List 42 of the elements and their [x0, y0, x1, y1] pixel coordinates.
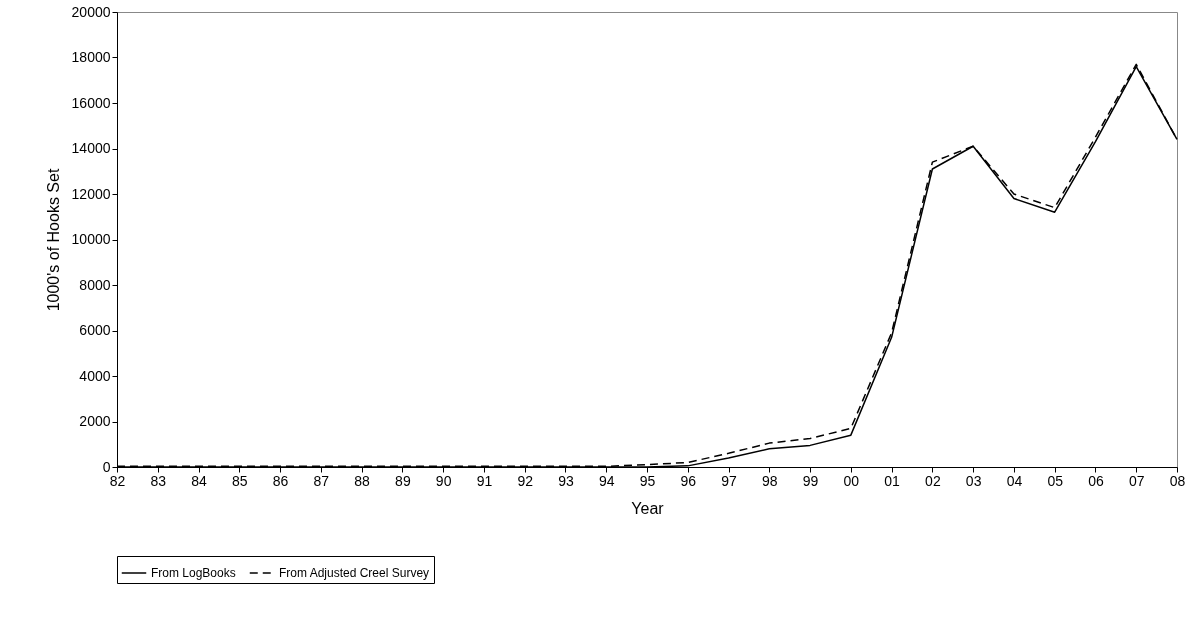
- y-tick-label: 10000: [71, 231, 111, 247]
- x-tick-label: 00: [843, 472, 860, 489]
- x-tick-label: 96: [680, 472, 697, 489]
- x-tick-label: 04: [1006, 472, 1023, 489]
- x-tick-label: 91: [476, 472, 493, 489]
- x-tick-label: 07: [1128, 472, 1145, 489]
- x-tick-label: 08: [1169, 472, 1186, 489]
- legend-label: From Adjusted Creel Survey: [279, 566, 430, 580]
- x-tick-label: 85: [232, 472, 248, 489]
- y-tick-label: 16000: [71, 94, 111, 111]
- x-tick-label: 95: [639, 472, 656, 489]
- x-tick-label: 87: [313, 472, 330, 489]
- y-tick-label: 20000: [71, 3, 111, 20]
- y-tick-label: 8000: [79, 276, 111, 293]
- x-tick-label: 01: [884, 472, 901, 489]
- y-axis-title: 1000's of Hooks Set: [44, 168, 62, 312]
- y-tick-label: 18000: [71, 49, 111, 65]
- x-axis-title: Year: [631, 499, 665, 517]
- y-tick-label: 0: [102, 458, 111, 475]
- x-tick-label: 05: [1047, 472, 1064, 489]
- x-tick-label: 02: [925, 472, 941, 489]
- legend-label: From LogBooks: [151, 566, 236, 580]
- x-tick-label: 97: [721, 472, 738, 489]
- x-tick-label: 86: [272, 472, 289, 489]
- x-tick-label: 94: [598, 472, 615, 489]
- y-tick-label: 4000: [79, 367, 111, 384]
- x-tick-label: 03: [965, 472, 982, 489]
- y-tick-label: 6000: [79, 322, 111, 338]
- x-tick-label: 89: [395, 472, 411, 489]
- x-tick-label: 06: [1088, 472, 1104, 489]
- y-tick-label: 12000: [71, 185, 111, 202]
- x-tick-label: 98: [762, 472, 778, 489]
- x-tick-label: 92: [517, 472, 534, 489]
- x-tick-label: 93: [558, 472, 574, 489]
- x-tick-label: 84: [191, 472, 208, 489]
- y-tick-label: 2000: [79, 413, 111, 429]
- x-tick-label: 90: [435, 472, 452, 489]
- x-tick-label: 82: [109, 472, 126, 489]
- y-tick-label: 14000: [71, 140, 111, 156]
- x-tick-label: 99: [802, 472, 819, 489]
- x-tick-label: 83: [150, 472, 167, 489]
- x-tick-label: 88: [354, 472, 371, 489]
